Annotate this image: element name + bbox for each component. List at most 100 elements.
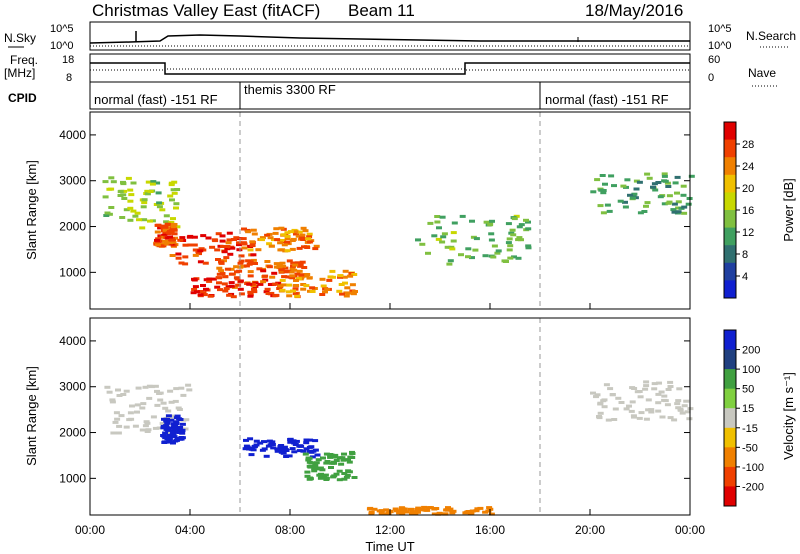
scatter-cell	[267, 236, 274, 240]
colorbar-swatch	[724, 157, 736, 176]
scatter-cell	[304, 474, 311, 478]
scatter-cell	[299, 260, 306, 264]
scatter-cell	[664, 403, 671, 407]
scatter-cell	[313, 461, 320, 465]
scatter-cell	[219, 239, 226, 243]
scatter-cell	[303, 441, 310, 445]
scatter-cell	[303, 274, 309, 278]
scatter-cell	[655, 401, 662, 405]
scatter-cell	[624, 178, 631, 182]
scatter-cell	[281, 445, 288, 449]
scatter-cell	[332, 453, 339, 457]
scatter-cell	[332, 455, 339, 459]
scatter-cell	[434, 215, 441, 218]
scatter-cell	[150, 180, 157, 184]
scatter-cell	[154, 181, 161, 185]
scatter-cell	[469, 509, 476, 513]
scatter-cell	[264, 233, 271, 237]
scatter-cell	[197, 260, 204, 264]
scatter-cell	[226, 231, 233, 235]
scatter-cell	[171, 180, 178, 184]
scatter-cell	[214, 248, 221, 252]
scatter-cell	[272, 294, 279, 298]
scatter-cell	[286, 283, 293, 287]
scatter-cell	[341, 275, 348, 279]
scatter-cell	[237, 261, 244, 265]
scatter-cell	[346, 460, 353, 464]
scatter-cell	[135, 386, 142, 390]
scatter-cell	[641, 210, 648, 213]
scatter-cell	[160, 244, 167, 248]
scatter-cell	[597, 411, 604, 415]
scatter-cell	[421, 505, 428, 509]
colorbar-swatch	[724, 122, 736, 141]
scatter-cell	[664, 181, 671, 185]
scatter-cell	[247, 248, 254, 252]
scatter-cell	[440, 235, 447, 239]
scatter-cell	[192, 285, 199, 289]
scatter-cell	[277, 264, 284, 268]
cpid-mode-3: normal (fast) -151 RF	[545, 92, 669, 107]
scatter-cell	[115, 388, 121, 392]
scatter-cell	[224, 267, 231, 271]
scatter-cell	[327, 455, 334, 459]
scatter-cell	[187, 234, 194, 238]
colorbar-swatch	[724, 349, 736, 370]
colorbar-tick-label: 20	[742, 183, 754, 195]
scatter-cell	[322, 290, 328, 294]
scatter-cell	[196, 252, 202, 256]
scatter-cell	[224, 245, 231, 248]
scatter-cell	[688, 174, 695, 178]
scatter-cell	[270, 238, 277, 242]
scatter-cell	[403, 510, 410, 514]
scatter-cell	[510, 233, 517, 237]
scatter-cell	[165, 414, 172, 418]
scatter-cell	[275, 281, 282, 285]
scatter-cell	[136, 218, 142, 222]
scatter-cell	[227, 252, 234, 256]
scatter-cell	[217, 288, 223, 292]
scatter-cell	[228, 281, 235, 285]
nsearch-tick-bottom: 10^0	[708, 40, 732, 52]
scatter-cell	[172, 236, 178, 240]
scatter-cell	[197, 249, 204, 253]
scatter-cell	[174, 188, 181, 191]
scatter-cell	[686, 417, 693, 421]
scatter-cell	[224, 247, 231, 251]
scatter-cell	[119, 216, 126, 219]
scatter-cell	[264, 260, 271, 263]
colorbar-tick-label: 200	[742, 345, 760, 357]
scatter-cell	[303, 447, 310, 451]
scatter-cell	[594, 393, 601, 397]
scatter-cell	[344, 286, 351, 290]
scatter-cell	[681, 205, 688, 209]
xtick-label: 16:00	[475, 523, 505, 537]
scatter-cell	[329, 269, 336, 273]
scatter-cell	[298, 275, 305, 279]
scatter-cell	[525, 220, 531, 224]
scatter-cell	[645, 398, 652, 402]
scatter-cell	[320, 284, 327, 288]
scatter-cell	[246, 262, 253, 266]
scatter-cell	[238, 292, 245, 296]
scatter-cell	[215, 232, 222, 236]
scatter-cell	[631, 192, 638, 196]
scatter-cell	[284, 234, 291, 238]
scatter-cell	[176, 428, 183, 432]
scatter-cell	[643, 384, 650, 388]
scatter-cell	[474, 507, 481, 511]
scatter-cell	[214, 285, 221, 289]
scatter-cell	[515, 256, 522, 260]
scatter-cell	[268, 291, 275, 295]
scatter-cell	[291, 450, 298, 454]
scatter-cell	[121, 197, 128, 200]
scatter-cell	[182, 243, 189, 247]
nave-trace	[90, 68, 690, 71]
nsky-tick-bottom: 10^0	[50, 40, 74, 52]
scatter-cell	[596, 415, 602, 418]
scatter-cell	[272, 231, 279, 235]
scatter-cell	[439, 240, 446, 244]
scatter-cell	[277, 241, 284, 245]
scatter-cell	[162, 231, 169, 235]
scatter-cell	[352, 290, 358, 293]
